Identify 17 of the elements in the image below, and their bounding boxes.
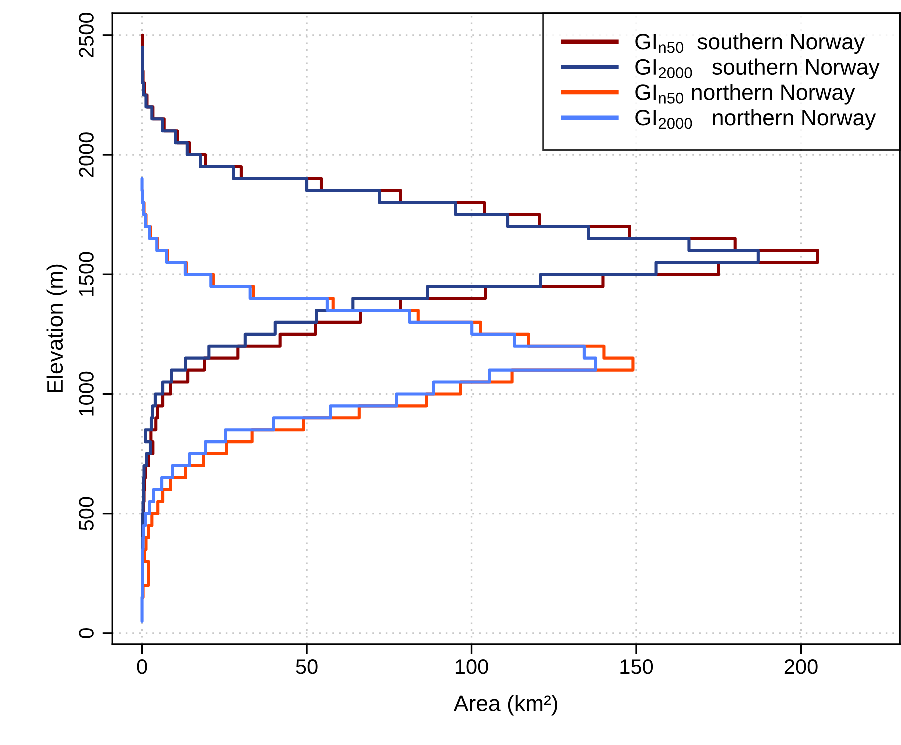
text: GI$_{2000}$ southern Norway: [636, 58, 880, 80]
x-tick-label: 200: [784, 660, 818, 674]
y-tick-label: 500: [79, 497, 94, 530]
y-tick-label: 2500: [79, 13, 94, 58]
legend-label: GI$_{n50}$ northern Norway: [636, 84, 856, 105]
y-axis-title: Elevation (m): [46, 264, 68, 393]
y-tick-label: 2000: [79, 132, 94, 178]
y-tick-label: 0: [79, 628, 94, 638]
x-tick-label: 50: [296, 660, 318, 674]
x-axis-title: Area (km²): [454, 695, 558, 716]
y-tick-label: 1500: [79, 252, 94, 296]
text: GI$_{2000}$ northern Norway: [636, 109, 876, 130]
x-tick-label: 150: [620, 660, 654, 674]
legend-label: GI$_{n50}$ southern Norway: [636, 33, 866, 54]
x-tick-label: 0: [137, 660, 148, 674]
x-tick-label: 100: [456, 660, 488, 674]
y-tick-label: 1000: [79, 372, 94, 416]
